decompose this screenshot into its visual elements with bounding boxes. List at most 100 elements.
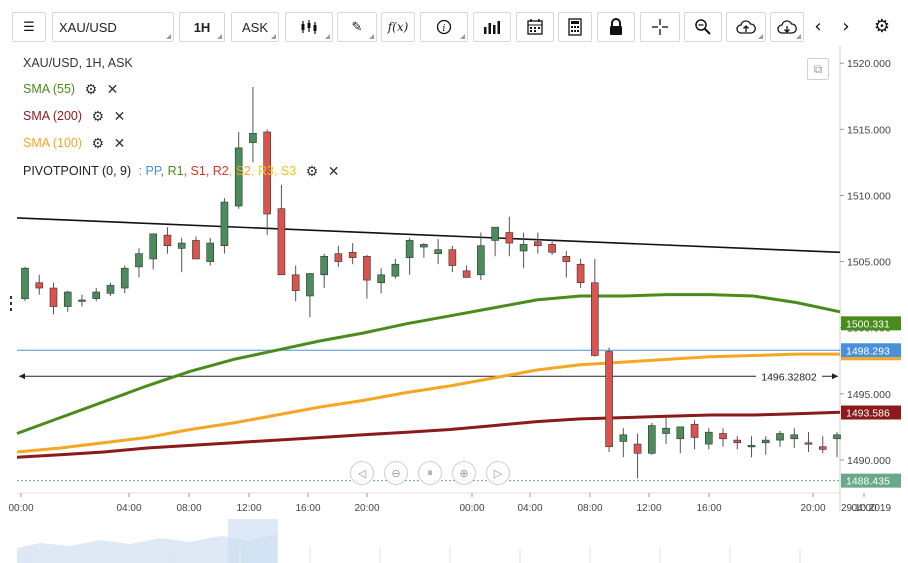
candle-body [562,255,571,262]
candle [776,430,784,447]
candle [676,426,685,454]
zoom-icon [695,19,711,35]
draw-button[interactable]: ✎ [337,12,377,42]
x-tick-label: 00:00 [8,503,33,514]
candle-body [220,201,229,247]
candle-body [291,274,300,291]
zoom-out-button[interactable]: ⊖ [384,461,408,485]
measure-label: 1496.32802 [761,371,817,383]
nav-left-button[interactable]: ◁ [350,461,374,485]
draw-pencil-icon: ✎ [351,19,363,35]
settings-button[interactable]: ⚙ [870,12,894,42]
info-icon: i [436,19,452,35]
candle-body [633,443,642,454]
timeframe-label: 1H [193,19,211,35]
candle [761,436,770,455]
expand-button[interactable]: ⧉ [807,58,829,80]
candle-body [804,442,813,445]
volume-button[interactable] [473,12,511,42]
gear-icon[interactable]: ⚙ [305,163,319,180]
gear-icon[interactable]: ⚙ [91,135,105,152]
candle-body [548,244,556,253]
candle [320,253,328,289]
candle-body [149,233,158,260]
gear-icon[interactable]: ⚙ [84,81,98,98]
candle [633,433,642,479]
candle-body [420,244,428,248]
sma55-price-tag-bg [841,316,901,331]
candle-body [747,445,756,448]
x-tick-label: 16:00 [295,503,320,514]
candle-body [63,291,72,307]
symbol-selector[interactable]: XAU/USD [52,12,174,42]
zoom-out-icon: ⊖ [391,466,401,480]
measure-arrow-right [832,373,838,380]
candle-body [163,234,172,247]
nav-right-button[interactable]: ▷ [486,461,510,485]
candle [220,198,229,254]
sma-line [16,293,841,435]
candle-body [263,131,271,215]
info-button[interactable]: i [420,12,468,42]
sma-line [16,410,841,459]
menu-button[interactable]: ☰ [12,12,46,42]
candle [434,239,442,265]
close-icon[interactable]: ✕ [106,81,119,98]
candle-body [348,252,357,258]
y-tick-label: 1505.000 [847,257,891,269]
legend-sma55: SMA (55) ⚙ ✕ [23,80,118,98]
candle-body [377,274,385,284]
x-tick-label: 12:00 [636,503,661,514]
download-button[interactable] [770,12,804,42]
candlestick-icon [301,20,317,34]
price-type-selector[interactable]: ASK [231,12,279,42]
candle [591,258,599,357]
navigator-handle [228,519,278,563]
trend-line [16,217,841,254]
measure-label-bg [756,368,822,383]
chart-type-button[interactable] [285,12,333,42]
candle-body [477,245,485,276]
pivot-part: , S2 [228,164,251,178]
reset-button[interactable]: ⏸ [418,461,442,485]
calendar-icon [527,19,543,35]
indicators-button[interactable]: f(x) [381,12,415,42]
zoom-in-button[interactable]: ⊕ [452,461,476,485]
candle [790,428,799,449]
scroll-left-button[interactable]: ‹ [806,12,830,42]
nav-left-icon: ◁ [357,466,367,480]
crosshair-button[interactable] [640,12,680,42]
price-chart[interactable]: 1520.0001515.0001510.0001505.0001500.000… [0,46,908,563]
lock-button[interactable] [597,12,635,42]
candle [662,417,670,445]
close-icon[interactable]: ✕ [327,163,340,180]
legend-label: SMA (100) [23,136,83,150]
close-icon[interactable]: ✕ [113,135,126,152]
calculator-button[interactable] [558,12,592,42]
candle [833,432,841,458]
scroll-right-button[interactable]: › [834,12,858,42]
gear-icon[interactable]: ⚙ [91,108,105,125]
timeframe-selector[interactable]: 1H [179,12,225,42]
svg-text:i: i [443,24,446,34]
close-icon[interactable]: ✕ [113,108,126,125]
upload-button[interactable] [726,12,766,42]
dropdown-corner-icon [271,34,276,39]
cloud-download-icon [777,20,797,34]
calendar-button[interactable] [516,12,554,42]
sma-line [16,352,840,454]
navigator-area [17,534,277,563]
candle [206,237,214,266]
function-icon: f(x) [387,20,409,34]
candle [420,243,428,258]
candle [263,129,271,236]
pivot-part: : PP [138,164,161,178]
price-type-label: ASK [241,19,268,35]
candle-body [648,425,656,454]
candle-body [177,242,186,249]
x-tick-label: 20:00 [800,503,825,514]
candle-body [405,240,414,258]
zoom-button[interactable] [684,12,722,42]
candle [78,294,86,307]
symbol-label: XAU/USD [59,19,117,35]
